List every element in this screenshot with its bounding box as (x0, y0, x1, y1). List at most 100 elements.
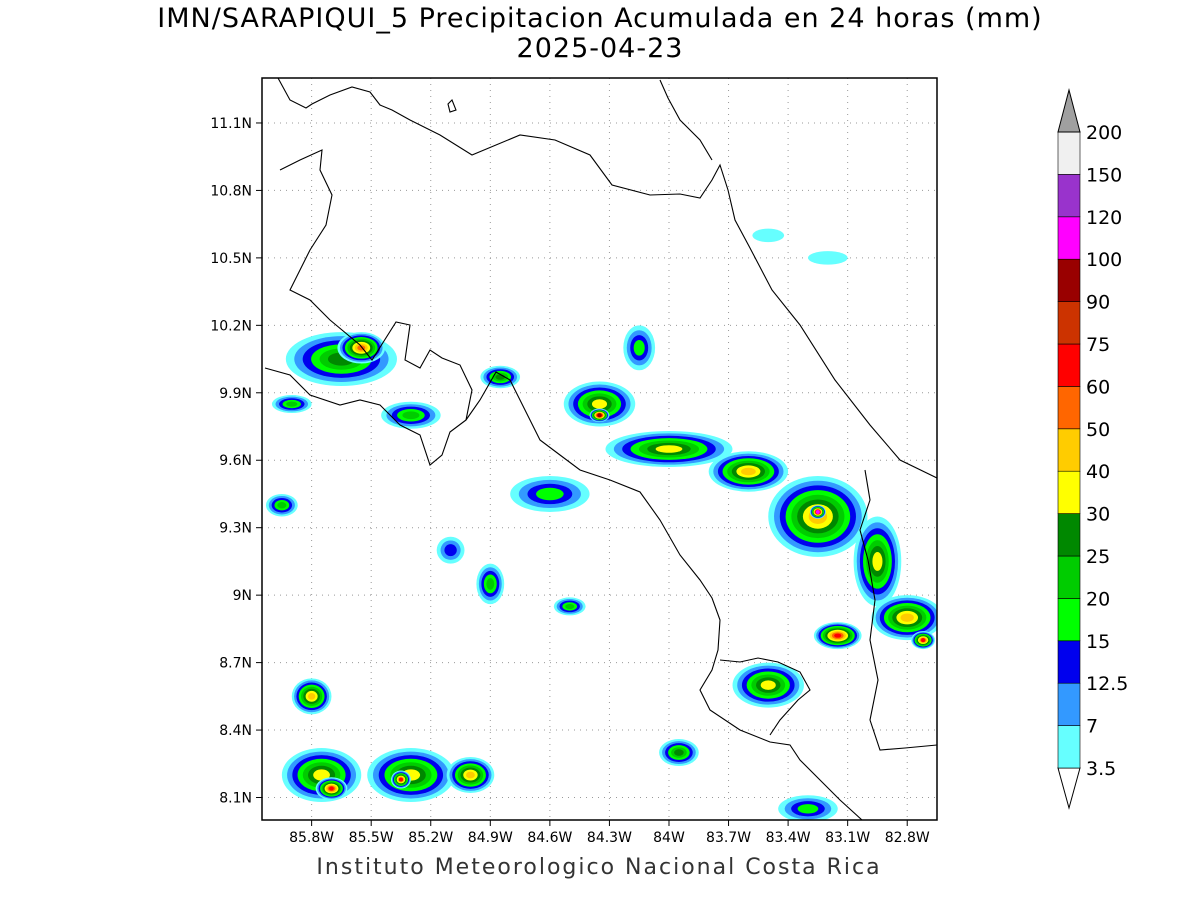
precip-cell (807, 251, 848, 265)
colorbar-segment (1057, 725, 1081, 769)
colorbar-label: 12.5 (1086, 673, 1128, 695)
precip-cell (563, 381, 636, 427)
precip-cell (271, 395, 312, 414)
precip-cell (605, 431, 733, 467)
precip-contour (307, 692, 316, 700)
lat-tick-label: 10.2N (210, 318, 252, 334)
colorbar-label: 90 (1086, 292, 1110, 314)
precip-contour (674, 749, 684, 756)
colorbar-segment (1057, 174, 1081, 218)
colorbar-over-triangle (1057, 88, 1081, 133)
lat-tick-label: 10.8N (210, 183, 252, 199)
map-date: 2025-04-23 (516, 33, 684, 64)
precip-cell (476, 563, 505, 605)
precip-contour (444, 544, 457, 557)
precip-contour (402, 411, 420, 420)
island (447, 99, 457, 113)
colorbar-segment (1057, 301, 1081, 345)
lon-tick-label: 84.9W (468, 830, 513, 846)
precip-contour (900, 613, 914, 622)
precip-cell (589, 408, 610, 423)
precip-cell (623, 325, 656, 371)
colorbar-label: 25 (1086, 546, 1110, 568)
precip-cell (813, 622, 862, 650)
lat-tick-label: 9.9N (219, 386, 252, 402)
precip-cell (752, 228, 785, 243)
footer-credit: Instituto Meteorologico Nacional Costa R… (316, 855, 882, 880)
colorbar-segment (1057, 216, 1081, 260)
precip-cell (446, 757, 495, 794)
precip-contour (797, 804, 819, 814)
precip-contour (760, 680, 776, 690)
colorbar-segment (1057, 131, 1081, 175)
colorbar-segment (1057, 258, 1081, 302)
lat-tick-label: 8.1N (219, 791, 252, 807)
precipitation-field (265, 228, 937, 820)
colorbar-label: 200 (1086, 122, 1122, 144)
precip-cell (871, 595, 937, 641)
precip-contour (872, 551, 883, 571)
precip-contour (329, 786, 334, 791)
colorbar-label: 40 (1086, 461, 1110, 483)
precip-contour (466, 771, 475, 779)
lat-tick-label: 8.4N (219, 723, 252, 739)
map-axes: 11.1N 10.8N 10.5N 10.2N 9.9N 9.6N 9.3N 9N 8.7N 8.… (210, 116, 930, 846)
colorbar-under-triangle (1057, 767, 1081, 810)
colorbar: 3.5 7 12.5 15 20 25 30 40 50 60 75 90 100 120 150 200 (1057, 88, 1128, 810)
lon-tick-label: 85.2W (408, 830, 453, 846)
precip-cell (853, 516, 902, 607)
precip-contour (486, 578, 495, 590)
coastline-borders (264, 78, 937, 820)
lat-tick-label: 11.1N (210, 116, 252, 132)
colorbar-label: 75 (1086, 334, 1110, 356)
map-background (262, 78, 937, 820)
precip-cell (265, 493, 298, 517)
colorbar-label: 60 (1086, 376, 1110, 398)
colorbar-segment (1057, 470, 1081, 514)
precip-contour (565, 603, 575, 609)
colorbar-label: 50 (1086, 419, 1110, 441)
lon-tick-label: 84.6W (527, 830, 572, 846)
colorbar-segment (1057, 682, 1081, 726)
colorbar-segment (1057, 386, 1081, 430)
map-frame (261, 77, 938, 821)
colorbar-label: 15 (1086, 631, 1110, 653)
lon-tick-label: 85.5W (349, 830, 394, 846)
precip-cell (315, 777, 348, 800)
precip-cell (553, 597, 586, 616)
lon-tick-label: 84.3W (587, 830, 632, 846)
colorbar-segment (1057, 598, 1081, 642)
lon-tick-label: 83.7W (706, 830, 751, 846)
colorbar-label: 120 (1086, 207, 1122, 229)
precip-contour (495, 374, 506, 380)
precip-contour (741, 467, 756, 476)
lat-tick-label: 9.3N (219, 521, 252, 537)
lon-tick-label: 83.1W (825, 830, 870, 846)
colorbar-label: 7 (1086, 716, 1098, 738)
precip-contour (752, 228, 785, 243)
lat-tick-label: 9.6N (219, 453, 252, 469)
lat-tick-label: 9N (233, 588, 252, 604)
map-title: IMN/SARAPIQUI_5 Precipitacion Acumulada … (157, 3, 1043, 34)
colorbar-segment (1057, 555, 1081, 599)
colorbar-label: 20 (1086, 588, 1110, 610)
precip-cell (708, 451, 789, 492)
precip-contour (597, 413, 602, 418)
precip-cell (480, 365, 521, 389)
border-panama (859, 469, 937, 751)
lon-tick-label: 82.8W (885, 830, 930, 846)
precip-cell (659, 739, 699, 767)
colorbar-segment (1057, 640, 1081, 684)
coastline-north (277, 78, 937, 479)
colorbar-label: 30 (1086, 504, 1110, 526)
coastline-pacific-nicoya (264, 149, 473, 466)
precip-cell (436, 536, 465, 564)
coastline-nicaragua-lake (659, 79, 713, 161)
precip-contour (834, 633, 842, 638)
colorbar-segment (1057, 428, 1081, 472)
colorbar-label: 3.5 (1086, 758, 1116, 780)
precip-cell (732, 662, 804, 708)
precip-cell (291, 678, 332, 715)
lat-tick-label: 10.5N (210, 251, 252, 267)
